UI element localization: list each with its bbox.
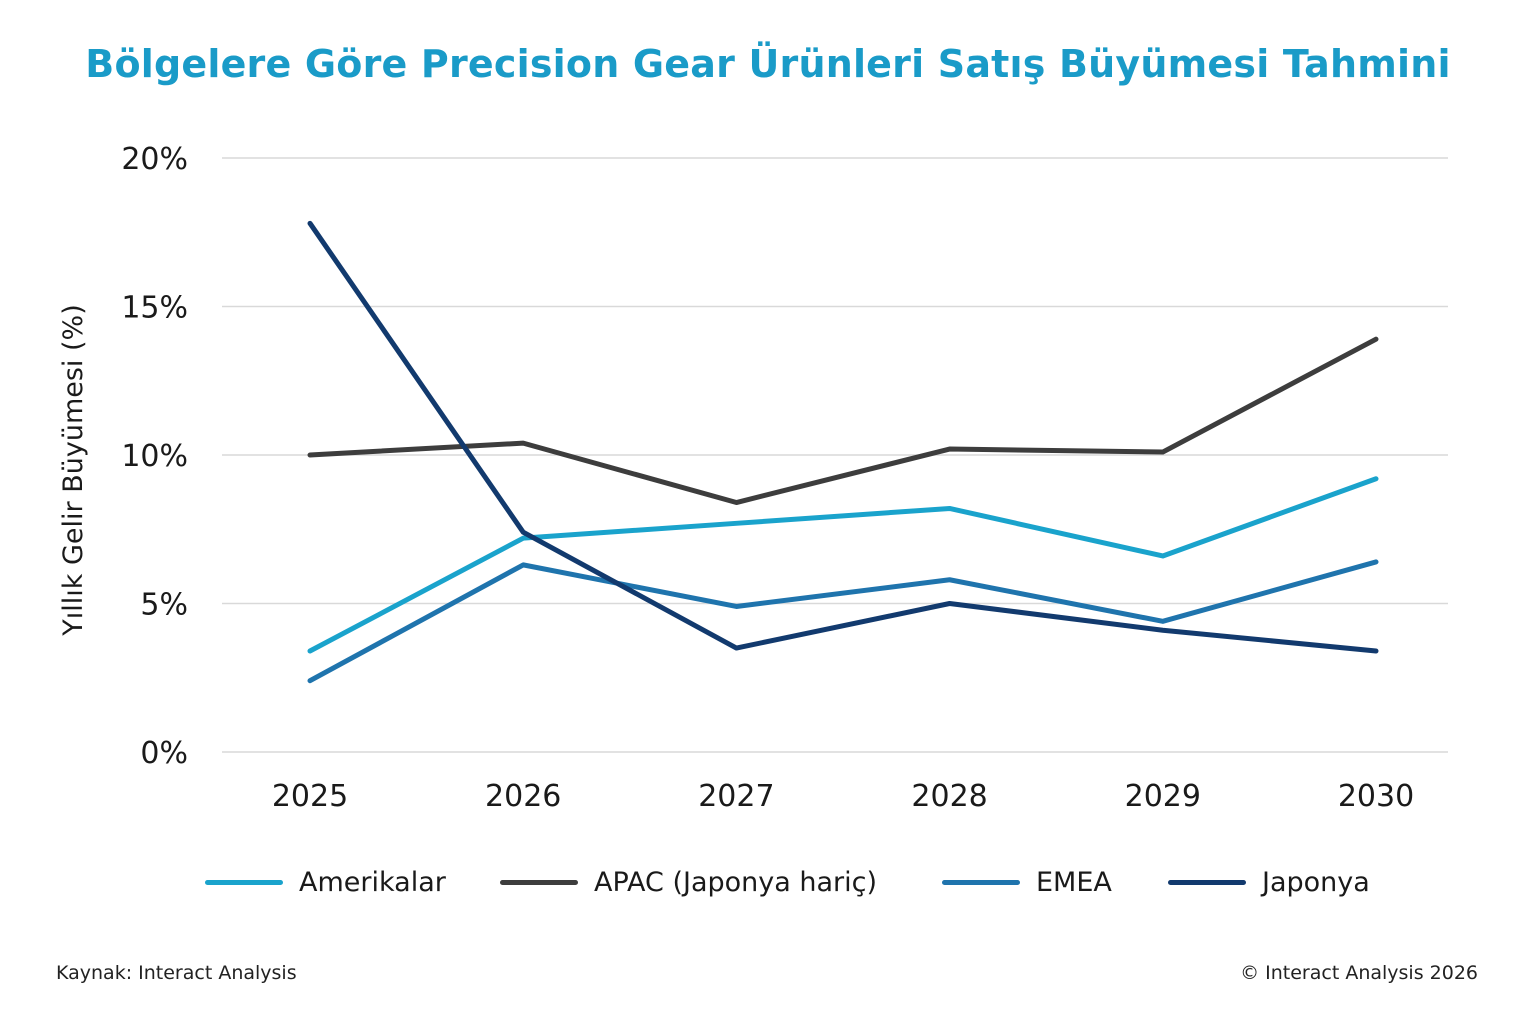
legend-item: Japonya <box>1168 862 1370 902</box>
legend-swatch <box>1168 879 1246 885</box>
series-line-3 <box>307 559 1379 684</box>
x-tick-label: 2029 <box>1125 779 1201 814</box>
legend-swatch <box>500 879 578 885</box>
series-line-1 <box>307 476 1379 654</box>
y-tick-label: 10% <box>121 439 188 474</box>
legend: Amerikalar APAC (Japonya hariç) EMEA Japony… <box>0 862 1536 902</box>
x-tick-label: 2026 <box>485 779 561 814</box>
legend-label: EMEA <box>1036 866 1112 898</box>
series-line-2 <box>307 336 1379 506</box>
x-tick-label: 2030 <box>1338 779 1414 814</box>
series-lines <box>307 220 1379 684</box>
y-tick-label: 0% <box>140 736 188 771</box>
series-line-4 <box>307 220 1379 654</box>
legend-swatch <box>942 879 1020 885</box>
gridlines <box>222 157 1448 753</box>
y-tick-label: 5% <box>140 588 188 623</box>
chart-title: Bölgelere Göre Precision Gear Ürünleri S… <box>85 42 1451 86</box>
source-note: Kaynak: Interact Analysis <box>56 962 297 984</box>
legend-label: Amerikalar <box>299 866 446 898</box>
x-tick-label: 2028 <box>911 779 987 814</box>
legend-item: EMEA <box>942 862 1112 902</box>
legend-label: Japonya <box>1262 866 1370 898</box>
x-tick-label: 2025 <box>272 779 348 814</box>
legend-item: APAC (Japonya hariç) <box>500 862 877 902</box>
legend-label: APAC (Japonya hariç) <box>594 866 878 898</box>
y-axis-label: Yıllık Gelir Büyümesi (%) <box>58 304 89 636</box>
y-tick-label: 15% <box>121 291 188 326</box>
y-axis-ticks: 0% 5% 10% 15% 20% <box>121 142 188 771</box>
copyright-note: © Interact Analysis 2026 <box>1240 962 1478 984</box>
x-tick-label: 2027 <box>698 779 774 814</box>
legend-swatch <box>205 879 283 885</box>
y-tick-label: 20% <box>121 142 188 177</box>
x-axis-ticks: 2025 2026 2027 2028 2029 2030 <box>272 779 1414 814</box>
legend-item: Amerikalar <box>205 862 446 902</box>
